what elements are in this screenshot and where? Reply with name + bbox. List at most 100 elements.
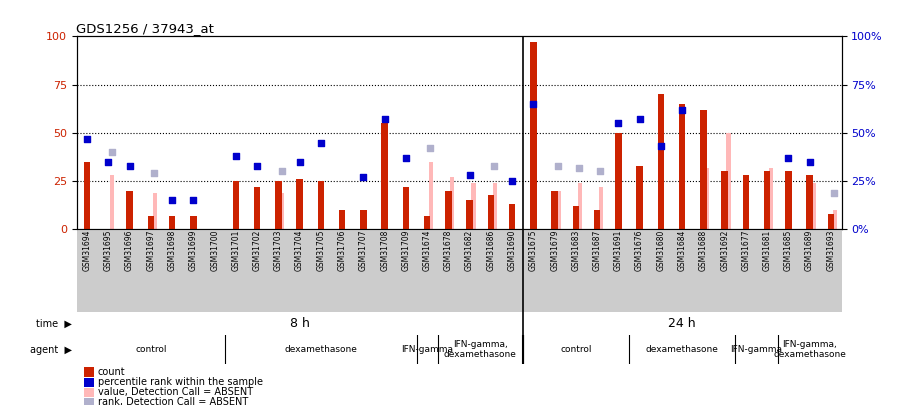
Bar bbox=[658, 94, 664, 229]
Text: value, Detection Call = ABSENT: value, Detection Call = ABSENT bbox=[98, 387, 253, 397]
Bar bbox=[492, 183, 497, 229]
Bar bbox=[785, 171, 792, 229]
Text: rank, Detection Call = ABSENT: rank, Detection Call = ABSENT bbox=[98, 397, 248, 405]
Point bbox=[423, 145, 437, 151]
Bar bbox=[424, 216, 430, 229]
Point bbox=[250, 162, 265, 169]
Text: dexamethasone: dexamethasone bbox=[645, 345, 718, 354]
Point bbox=[487, 162, 501, 169]
Point bbox=[463, 172, 477, 179]
Point bbox=[572, 164, 586, 171]
Point bbox=[803, 159, 817, 165]
Bar bbox=[530, 42, 536, 229]
Bar bbox=[190, 216, 196, 229]
Bar bbox=[616, 133, 622, 229]
Bar bbox=[339, 210, 346, 229]
Bar bbox=[296, 179, 302, 229]
Text: percentile rank within the sample: percentile rank within the sample bbox=[98, 377, 263, 387]
Bar bbox=[742, 175, 749, 229]
Bar bbox=[110, 175, 114, 229]
Text: agent  ▶: agent ▶ bbox=[30, 345, 72, 355]
Bar bbox=[700, 110, 706, 229]
Point bbox=[399, 155, 413, 161]
Bar bbox=[85, 398, 94, 405]
Bar bbox=[578, 183, 581, 229]
Bar bbox=[382, 123, 388, 229]
Point bbox=[505, 178, 519, 184]
Point bbox=[675, 107, 689, 113]
Bar bbox=[85, 367, 94, 377]
Point bbox=[653, 143, 668, 150]
Bar bbox=[705, 168, 709, 229]
Point bbox=[827, 190, 842, 196]
Bar bbox=[360, 210, 366, 229]
Point bbox=[356, 174, 371, 181]
Bar bbox=[402, 187, 410, 229]
Point bbox=[526, 101, 541, 107]
Bar bbox=[153, 193, 157, 229]
Text: IFN-gamma,
dexamethasone: IFN-gamma, dexamethasone bbox=[444, 340, 517, 359]
Bar bbox=[446, 191, 452, 229]
Text: dexamethasone: dexamethasone bbox=[284, 345, 357, 354]
Point bbox=[122, 162, 137, 169]
Point bbox=[229, 153, 243, 159]
Bar bbox=[679, 104, 685, 229]
Bar bbox=[552, 191, 558, 229]
Bar bbox=[126, 191, 133, 229]
Point bbox=[377, 116, 392, 123]
Bar bbox=[466, 200, 472, 229]
Text: IFN-gamma: IFN-gamma bbox=[401, 345, 453, 354]
Bar bbox=[488, 195, 494, 229]
Point bbox=[147, 170, 161, 177]
Bar bbox=[828, 214, 834, 229]
Point bbox=[633, 116, 647, 123]
Bar bbox=[722, 171, 728, 229]
Bar bbox=[85, 377, 94, 387]
Point bbox=[165, 197, 179, 204]
Bar bbox=[769, 168, 773, 229]
Bar bbox=[832, 210, 837, 229]
Text: control: control bbox=[135, 345, 166, 354]
Bar bbox=[594, 210, 600, 229]
Point bbox=[274, 168, 289, 175]
Text: count: count bbox=[98, 367, 125, 377]
Point bbox=[611, 120, 625, 126]
Point bbox=[104, 149, 119, 156]
Text: 24 h: 24 h bbox=[669, 317, 696, 330]
Bar bbox=[598, 187, 603, 229]
Point bbox=[551, 162, 565, 169]
Point bbox=[80, 135, 94, 142]
Point bbox=[101, 159, 115, 165]
Point bbox=[186, 197, 201, 204]
Bar bbox=[429, 162, 433, 229]
Bar bbox=[472, 183, 475, 229]
Bar bbox=[508, 204, 516, 229]
Bar bbox=[764, 171, 770, 229]
Text: 8 h: 8 h bbox=[290, 317, 310, 330]
Bar bbox=[233, 181, 239, 229]
Text: GDS1256 / 37943_at: GDS1256 / 37943_at bbox=[76, 22, 214, 35]
Bar bbox=[280, 193, 284, 229]
Point bbox=[593, 168, 608, 175]
Bar bbox=[275, 181, 282, 229]
Bar bbox=[726, 133, 731, 229]
Point bbox=[292, 159, 307, 165]
Bar bbox=[148, 216, 154, 229]
Bar bbox=[85, 388, 94, 397]
Text: IFN-gamma,
dexamethasone: IFN-gamma, dexamethasone bbox=[773, 340, 846, 359]
Bar bbox=[318, 181, 324, 229]
Text: time  ▶: time ▶ bbox=[36, 319, 72, 329]
Point bbox=[314, 139, 328, 146]
Point bbox=[781, 155, 796, 161]
Bar bbox=[450, 177, 454, 229]
Text: control: control bbox=[560, 345, 591, 354]
Bar bbox=[572, 206, 579, 229]
Bar bbox=[806, 175, 813, 229]
Bar bbox=[636, 166, 643, 229]
Bar bbox=[169, 216, 176, 229]
Bar bbox=[254, 187, 260, 229]
Bar bbox=[556, 191, 561, 229]
Text: IFN-gamma: IFN-gamma bbox=[731, 345, 782, 354]
Bar bbox=[84, 162, 90, 229]
Bar bbox=[812, 183, 815, 229]
